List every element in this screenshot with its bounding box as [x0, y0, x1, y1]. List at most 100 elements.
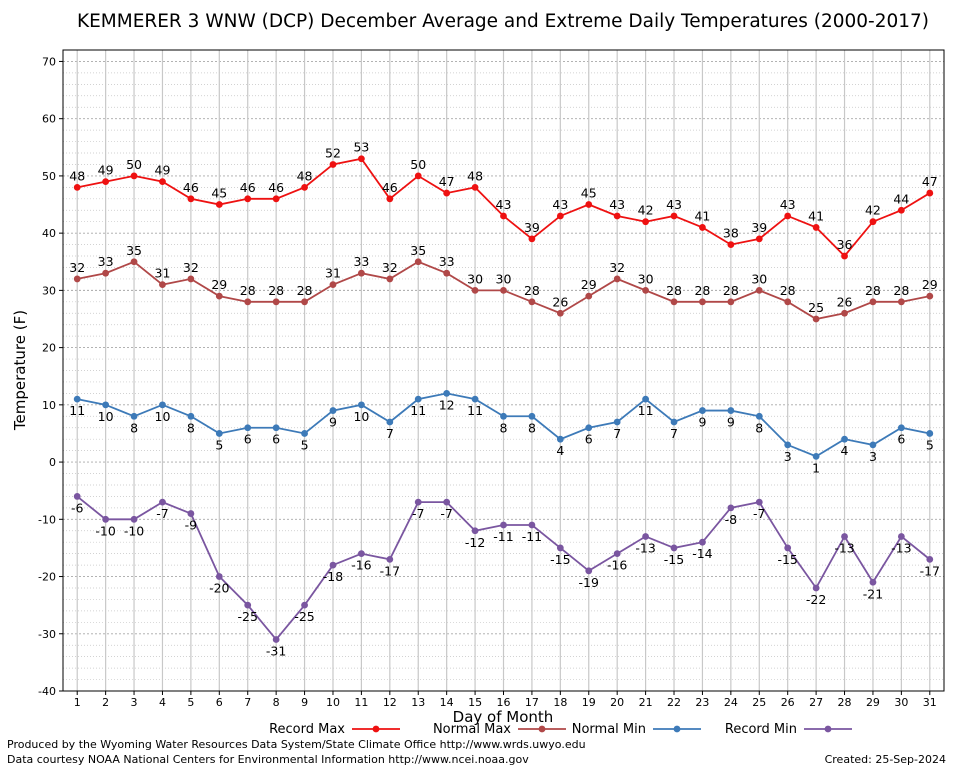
normal-max-data-label: 31: [325, 266, 341, 281]
record-max-data-label: 47: [439, 174, 455, 189]
normal-min-point: [73, 395, 81, 403]
record-min-point: [585, 567, 593, 575]
record-min-point: [812, 584, 820, 592]
legend-label: Record Max: [269, 722, 345, 737]
legend-item-normal-max: Normal Max: [433, 722, 566, 737]
record-max-point: [244, 195, 252, 203]
x-tick-label: 23: [695, 696, 709, 709]
record-min-data-label: -15: [550, 552, 570, 567]
record-min-point: [272, 636, 280, 643]
legend-swatch-point: [824, 725, 832, 733]
normal-min-point: [386, 418, 394, 426]
record-min-point: [358, 550, 365, 558]
normal-max-point: [784, 298, 792, 306]
normal-min-point: [613, 418, 621, 426]
normal-max-point: [841, 309, 848, 317]
normal-max-data-label: 28: [297, 283, 313, 298]
legend-item-record-max: Record Max: [269, 722, 400, 737]
record-max-point: [414, 172, 422, 180]
normal-max-point: [329, 281, 337, 289]
record-min-point: [528, 521, 536, 529]
legend-label: Normal Min: [572, 722, 646, 737]
record-max-data-label: 43: [552, 197, 568, 212]
record-max-point: [812, 224, 820, 231]
record-min-data-label: -21: [863, 586, 883, 601]
normal-min-point: [500, 412, 507, 420]
legend-item-normal-min: Normal Min: [572, 722, 701, 737]
normal-min-data-label: 1: [812, 460, 820, 475]
normal-max-data-label: 31: [155, 266, 171, 281]
record-max-point: [73, 183, 81, 191]
normal-min-data-label: 10: [353, 409, 369, 424]
normal-max-point: [556, 309, 564, 317]
record-max-point: [130, 172, 138, 180]
record-max-data-label: 36: [837, 237, 853, 252]
record-min-data-label: -20: [209, 581, 229, 596]
record-min-point: [841, 533, 848, 540]
record-min-data-label: -9: [185, 518, 198, 533]
normal-min-series: 11 10 8 10 8 5 6 6 5 9 10 7 11 12 11 8 8 4 6 7 11 7 9 9 8 3 1 4 3 6 5: [69, 389, 934, 475]
x-tick-label: 21: [639, 696, 653, 709]
normal-max-data-label: 25: [808, 300, 824, 315]
record-max-data-label: 44: [893, 191, 909, 206]
normal-min-data-label: 5: [301, 437, 309, 452]
normal-min-point: [358, 401, 365, 409]
x-tick-label: 5: [187, 696, 194, 709]
legend-label: Record Min: [725, 722, 797, 737]
x-tick-label: 15: [468, 696, 482, 709]
record-min-point: [102, 515, 110, 523]
y-tick-label: 60: [42, 113, 56, 126]
normal-min-point: [102, 401, 110, 409]
normal-max-point: [301, 298, 308, 306]
record-max-point: [471, 183, 479, 191]
record-max-data-label: 46: [382, 180, 398, 195]
normal-max-point: [755, 286, 763, 294]
x-tick-label: 20: [610, 696, 624, 709]
legend-item-record-min: Record Min: [725, 722, 852, 737]
normal-max-point: [187, 275, 195, 283]
x-tick-label: 4: [159, 696, 166, 709]
record-min-point: [727, 504, 735, 512]
normal-max-point: [670, 298, 678, 306]
record-max-data-label: 42: [865, 203, 881, 218]
record-max-point: [841, 252, 848, 260]
x-tick-label: 13: [411, 696, 425, 709]
record-min-series: -6 -10 -10 -7 -9 -20 -25 -31 -25 -18 -16 -17 -7 -7 -12…: [71, 493, 940, 658]
normal-min-point: [755, 412, 763, 420]
x-tick-label: 10: [326, 696, 340, 709]
normal-max-data-label: 28: [723, 283, 739, 298]
x-tick-label: 14: [440, 696, 454, 709]
record-min-data-label: -7: [440, 506, 452, 521]
normal-max-data-label: 35: [126, 243, 142, 258]
record-max-data-label: 43: [609, 197, 625, 212]
normal-max-point: [642, 286, 649, 294]
record-max-data-label: 48: [297, 168, 313, 183]
normal-min-point: [699, 407, 706, 414]
normal-max-data-label: 29: [211, 277, 227, 292]
record-min-point: [556, 544, 564, 552]
record-max-point: [897, 206, 905, 214]
normal-max-point: [73, 275, 81, 283]
record-max-point: [443, 189, 451, 197]
normal-max-point: [869, 298, 877, 306]
x-tick-label: 27: [809, 696, 823, 709]
record-min-data-label: -13: [891, 540, 911, 555]
normal-max-data-label: 33: [353, 254, 369, 269]
normal-max-data-label: 32: [69, 260, 85, 275]
normal-min-data-label: 11: [410, 403, 426, 418]
normal-min-data-label: 8: [755, 420, 763, 435]
record-min-data-label: -25: [238, 609, 258, 624]
x-tick-label: 31: [923, 696, 937, 709]
created-date: Created: 25-Sep-2024: [825, 753, 946, 766]
record-min-data-label: -6: [71, 500, 84, 515]
normal-max-data-label: 28: [780, 283, 796, 298]
record-max-data-label: 53: [353, 140, 369, 155]
record-max-data-label: 47: [922, 174, 938, 189]
normal-min-point: [244, 424, 252, 432]
normal-min-point: [301, 430, 308, 437]
normal-min-point: [926, 430, 934, 437]
x-tick-label: 19: [582, 696, 596, 709]
normal-min-data-label: 10: [155, 409, 171, 424]
record-min-point: [130, 515, 138, 523]
